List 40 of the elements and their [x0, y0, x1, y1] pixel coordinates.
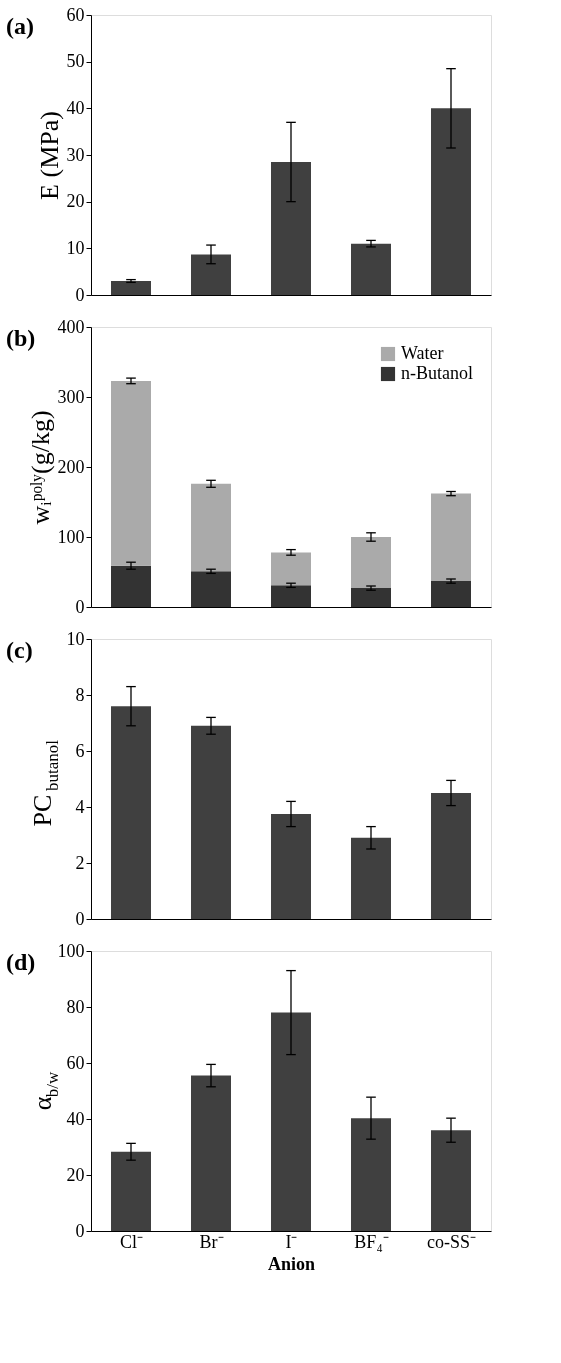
y-tick-label: 100: [57, 526, 85, 547]
text: (b): [6, 325, 36, 351]
y-tick-label: 40: [66, 1108, 85, 1129]
y-tick-label: 0: [75, 908, 85, 929]
x-tick-label: BF₄⁻: [354, 1231, 389, 1252]
text: (c): [6, 637, 33, 663]
y-tick-label: 2: [75, 852, 85, 873]
text: (a): [6, 13, 34, 39]
legend-label: n-Butanol: [401, 363, 473, 383]
y-tick-label: 60: [66, 4, 85, 25]
y-tick-label: 8: [75, 684, 85, 705]
y-axis-title: αb/w: [28, 1071, 62, 1111]
y-tick-label: 200: [57, 456, 85, 477]
x-tick-label: Br⁻: [199, 1231, 224, 1252]
y-tick-label: 100: [57, 940, 85, 961]
y-tick-label: 20: [66, 191, 85, 212]
y-tick-label: 400: [57, 316, 85, 337]
y-tick-label: 40: [66, 97, 85, 118]
x-axis-title: Anion: [267, 1253, 316, 1274]
y-tick-label: 10: [66, 237, 85, 258]
y-tick-label: 20: [66, 1164, 85, 1185]
legend-label: Water: [401, 343, 444, 363]
y-tick-label: 50: [66, 51, 85, 72]
y-tick-label: 10: [66, 628, 85, 649]
y-tick-label: 300: [57, 386, 85, 407]
y-tick-label: 0: [75, 1220, 85, 1241]
y-tick-label: 60: [66, 1052, 85, 1073]
y-tick-label: 80: [66, 996, 85, 1017]
y-tick-label: 0: [75, 284, 85, 305]
y-axis-title: wᵢᵖᵒˡʸ(g/kg): [25, 410, 55, 525]
y-tick-label: 0: [75, 596, 85, 617]
x-tick-label: co-SS⁻: [426, 1231, 477, 1252]
y-tick-label: 6: [75, 740, 85, 761]
x-tick-label: I⁻: [285, 1231, 298, 1252]
y-tick-label: 4: [75, 796, 85, 817]
y-tick-label: 30: [66, 144, 85, 165]
y-axis-title: E (MPa): [34, 111, 64, 200]
text: (d): [6, 949, 36, 975]
y-axis-title: PCbutanol: [28, 739, 62, 827]
x-tick-label: Cl⁻: [119, 1231, 144, 1252]
